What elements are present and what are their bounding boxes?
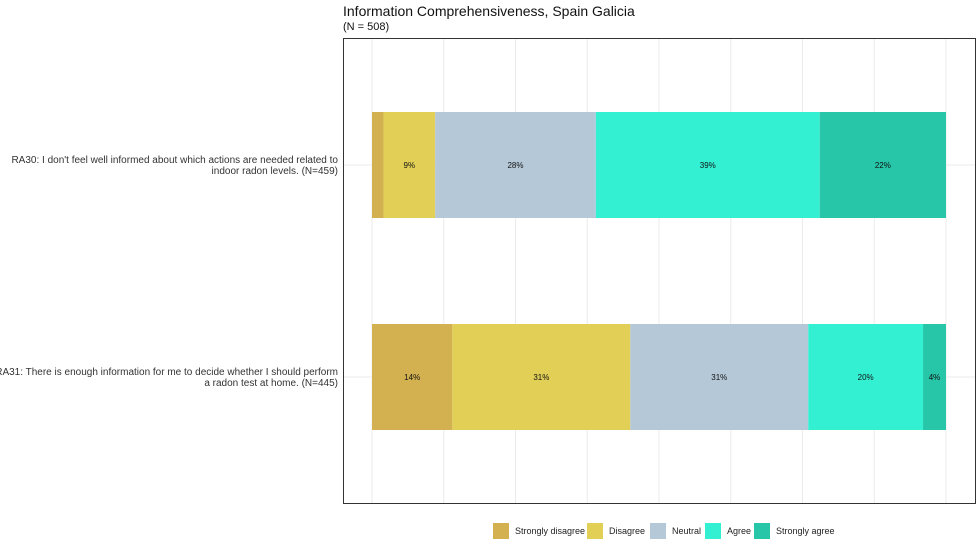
bar-segment [435, 112, 596, 218]
legend-item: Strongly agree [754, 523, 835, 539]
legend-item: Agree [705, 523, 751, 539]
category-labels: RA30: I don't feel well informed about w… [0, 155, 338, 389]
legend-label: Neutral [672, 526, 702, 536]
legend-label: Disagree [609, 526, 646, 536]
legend: Strongly disagree Disagree Neutral Agree Str… [0, 520, 980, 544]
legend-label: Agree [727, 526, 752, 536]
chart-title: Information Comprehensiveness, Spain Gal… [343, 3, 635, 19]
legend-item: Neutral [650, 523, 701, 539]
legend-swatch [650, 523, 666, 539]
stacked-bar-chart: 9% 28% 39% 22% 14% 31% 31% 20% 4% RA30: I don't … [0, 38, 976, 504]
legend-item: Disagree [587, 523, 645, 539]
legend-label: Strongly agree [776, 526, 835, 536]
bars: 9% 28% 39% 22% 14% 31% 31% 20% 4% [372, 112, 946, 430]
segment-data-label: 31% [711, 373, 727, 382]
bar-segment [383, 112, 436, 218]
legend-item: Strongly disagree [493, 523, 585, 539]
segment-data-label: 22% [875, 161, 891, 170]
segment-data-label: 20% [858, 373, 874, 382]
segment-data-label: 9% [404, 161, 416, 170]
legend-label: Strongly disagree [515, 526, 586, 536]
segment-data-label: 39% [700, 161, 716, 170]
segment-data-label: 14% [404, 373, 420, 382]
bar-segment [923, 324, 946, 430]
legend-swatch [587, 523, 603, 539]
category-label: RA31: There is enough information for me… [0, 367, 338, 389]
legend-swatch [754, 523, 770, 539]
bar-segment [819, 112, 946, 218]
bar-segment [372, 324, 453, 430]
legend-swatch [493, 523, 509, 539]
segment-data-label: 31% [533, 373, 549, 382]
bar-segment [808, 324, 924, 430]
segment-data-label: 28% [507, 161, 523, 170]
bar-segment [630, 324, 809, 430]
chart-subtitle: (N = 508) [343, 21, 390, 33]
legend-swatch [705, 523, 721, 539]
bar-segment [372, 112, 384, 218]
category-label: RA30: I don't feel well informed about w… [11, 155, 338, 177]
segment-data-label: 4% [929, 373, 941, 382]
bar-segment [452, 324, 631, 430]
bar-segment [595, 112, 820, 218]
